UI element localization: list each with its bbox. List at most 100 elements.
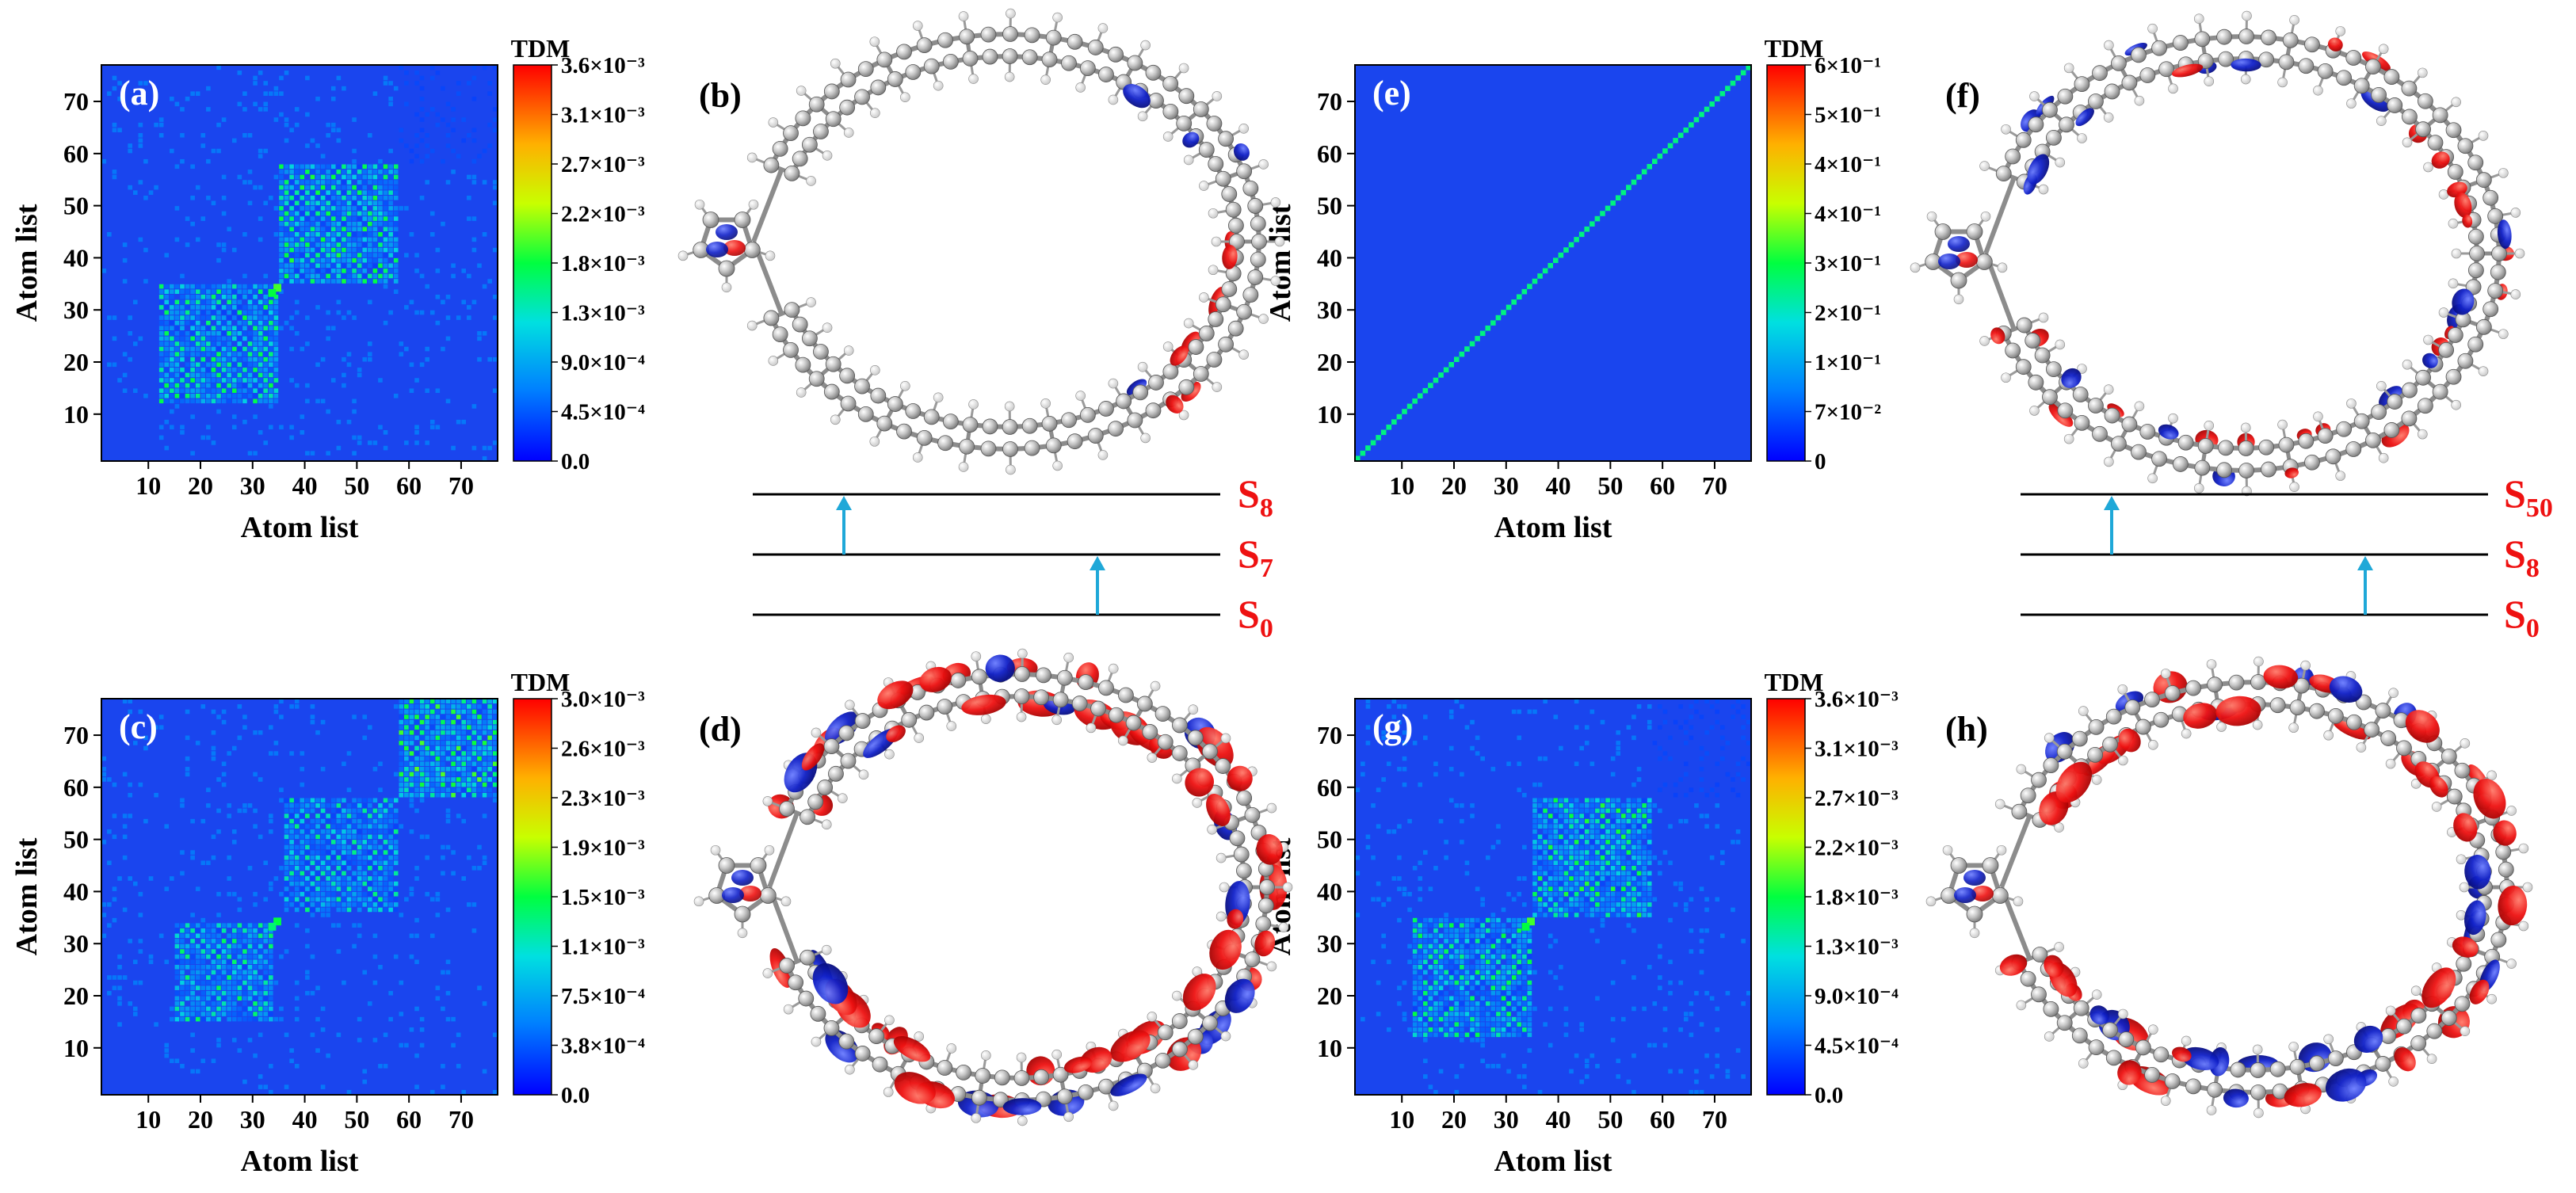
heatmap-cell bbox=[315, 211, 320, 216]
heatmap-cell bbox=[231, 933, 237, 939]
heatmap-cell bbox=[263, 959, 269, 965]
heatmap-cell bbox=[185, 756, 190, 761]
heatmap-cell bbox=[320, 886, 326, 891]
heatmap-cell bbox=[357, 195, 362, 200]
heatmap-cell bbox=[456, 756, 461, 761]
heatmap-cell bbox=[1725, 990, 1731, 996]
heatmap-cell bbox=[1418, 980, 1423, 985]
x-tick-label: 50 bbox=[344, 1105, 369, 1134]
heatmap-cell bbox=[346, 242, 352, 247]
heatmap-cell bbox=[352, 253, 357, 257]
heatmap-cell bbox=[1361, 1016, 1365, 1022]
heatmap-cell bbox=[1631, 715, 1636, 719]
heatmap-cell bbox=[1537, 814, 1543, 818]
heatmap-cell bbox=[414, 751, 419, 756]
heatmap-cell bbox=[336, 923, 342, 928]
heatmap-cell bbox=[362, 824, 368, 829]
heatmap-cell bbox=[185, 310, 190, 315]
heatmap-cell bbox=[477, 985, 482, 990]
heatmap-cell bbox=[289, 273, 294, 279]
heatmap-cell bbox=[310, 798, 315, 803]
heatmap-cell bbox=[372, 891, 378, 897]
heatmap-cell bbox=[253, 289, 258, 294]
heatmap-cell bbox=[352, 814, 357, 818]
heatmap-cell bbox=[357, 1038, 362, 1042]
heatmap-cell bbox=[330, 253, 336, 257]
heatmap-cell bbox=[273, 305, 279, 310]
heatmap-cell bbox=[1470, 933, 1475, 939]
heatmap-cell bbox=[211, 305, 216, 310]
heatmap-cell bbox=[221, 959, 227, 965]
heatmap-cell bbox=[330, 269, 336, 273]
heatmap-cell bbox=[399, 704, 404, 709]
heatmap-cell bbox=[1563, 907, 1569, 913]
heatmap-cell bbox=[1480, 954, 1485, 959]
heatmap-cell bbox=[190, 221, 195, 227]
heatmap-cell bbox=[1683, 741, 1689, 745]
heatmap-cell bbox=[1553, 939, 1559, 943]
heatmap-cell bbox=[1553, 866, 1559, 871]
heatmap-cell bbox=[112, 362, 117, 368]
heatmap-cell bbox=[409, 704, 414, 709]
heatmap-cell bbox=[1642, 855, 1647, 860]
heatmap-cell bbox=[1501, 954, 1506, 959]
heatmap-cell bbox=[388, 897, 393, 902]
heatmap-cell bbox=[1610, 1016, 1616, 1022]
heatmap-cell bbox=[300, 808, 305, 814]
heatmap-cell bbox=[269, 378, 273, 383]
heatmap-cell bbox=[1658, 954, 1662, 959]
heatmap-cell bbox=[1428, 1012, 1433, 1016]
heatmap-cell bbox=[310, 170, 315, 174]
heatmap-cell bbox=[174, 320, 180, 326]
heatmap-cell bbox=[1741, 715, 1746, 719]
heatmap-cell bbox=[300, 871, 305, 876]
heatmap-cell bbox=[158, 356, 164, 362]
heatmap-cell bbox=[1501, 1001, 1506, 1006]
heatmap-cell bbox=[1412, 928, 1418, 933]
heatmap-cell bbox=[342, 855, 346, 860]
heatmap-cell bbox=[1480, 1006, 1485, 1012]
heatmap-cell bbox=[368, 273, 372, 279]
heatmap-cell bbox=[284, 834, 289, 840]
heatmap-cell bbox=[1636, 866, 1642, 871]
heatmap-cell bbox=[1428, 1006, 1433, 1012]
heatmap-cell bbox=[456, 741, 461, 745]
heatmap-cell bbox=[180, 378, 185, 383]
heatmap-cell bbox=[237, 954, 242, 959]
heatmap-cell bbox=[269, 1012, 273, 1016]
heatmap-cell bbox=[200, 985, 206, 990]
heatmap-cell bbox=[300, 237, 305, 242]
heatmap-cell bbox=[471, 902, 477, 907]
heatmap-cell bbox=[1423, 949, 1428, 954]
heatmap-cell bbox=[170, 1058, 174, 1064]
heatmap-cell bbox=[414, 704, 419, 709]
heatmap-cell bbox=[206, 803, 211, 808]
heatmap-cell bbox=[456, 91, 461, 96]
heatmap-cell bbox=[211, 294, 216, 299]
heatmap-cell bbox=[227, 362, 231, 368]
heatmap-cell bbox=[195, 985, 200, 990]
heatmap-cell bbox=[1527, 1016, 1532, 1022]
heatmap-cell bbox=[1647, 881, 1652, 886]
heatmap-cell bbox=[1559, 965, 1563, 970]
heatmap-cell bbox=[263, 975, 269, 980]
heatmap-cell bbox=[200, 305, 206, 310]
heatmap-cell bbox=[1595, 818, 1600, 824]
heatmap-cell bbox=[1694, 1079, 1699, 1084]
heatmap-cell bbox=[237, 990, 242, 996]
heatmap-cell bbox=[1517, 735, 1522, 741]
heatmap-cell bbox=[1579, 824, 1584, 829]
heatmap-cell bbox=[1589, 221, 1595, 227]
heatmap-cell bbox=[185, 242, 190, 247]
heatmap-cell bbox=[231, 840, 237, 844]
heatmap-cell bbox=[451, 782, 456, 787]
heatmap-cell bbox=[242, 305, 247, 310]
heatmap-cell bbox=[487, 767, 492, 772]
heatmap-cell bbox=[372, 897, 378, 902]
heatmap-cell bbox=[409, 767, 414, 772]
heatmap-cell bbox=[451, 699, 456, 704]
heatmap-cell bbox=[409, 891, 414, 897]
heatmap-cell bbox=[1699, 1022, 1704, 1027]
heatmap-cell bbox=[1652, 1001, 1658, 1006]
heatmap-cell bbox=[372, 211, 378, 216]
